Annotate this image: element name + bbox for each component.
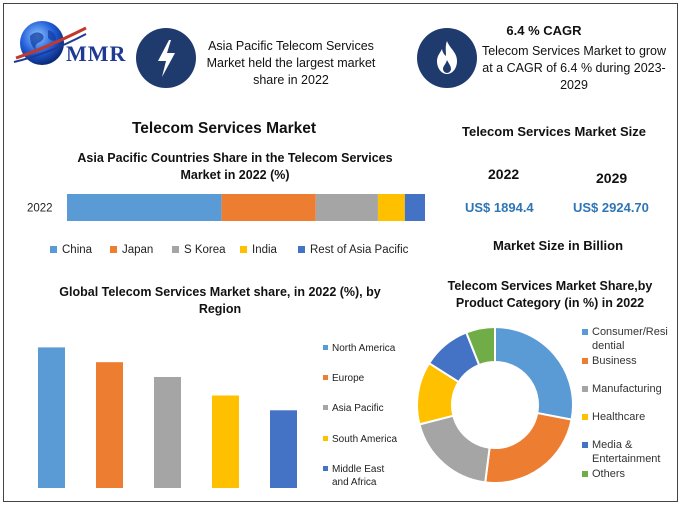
region-bar <box>38 347 65 488</box>
size-value-2029: US$ 2924.70 <box>573 200 649 215</box>
logo-text: MMR <box>66 41 127 66</box>
legend-label: Europe <box>332 373 365 384</box>
legend-swatch <box>298 246 305 254</box>
cagr-text: Telecom Services Market to grow at a CAG… <box>481 44 667 92</box>
region-legend-item: Europe <box>323 372 403 385</box>
cagr-title: 6.4 % CAGR <box>506 23 582 38</box>
legend-item: China <box>50 244 92 256</box>
donut-legend-item: Media & Entertainment <box>582 438 674 466</box>
legend-item: S Korea <box>172 244 226 256</box>
size-year-2022: 2022 <box>488 166 520 182</box>
region-chart-title: Global Telecom Services Market share, in… <box>59 285 381 316</box>
bar-segment <box>67 194 222 221</box>
legend-label: Others <box>592 468 626 480</box>
legend-label: Asia Pacific <box>332 403 384 414</box>
lightning-icon <box>136 28 196 88</box>
donut-slice <box>494 325 574 421</box>
region-bar <box>154 377 181 488</box>
stacked-bar-chart: 2022 <box>27 194 425 221</box>
donut-legend-item: Others <box>582 467 674 481</box>
legend-label: Manufacturing <box>592 383 662 395</box>
bar-segment <box>404 194 425 221</box>
donut-legend-item: Manufacturing <box>582 382 674 396</box>
mmr-logo: MMR <box>12 18 127 73</box>
legend-item: India <box>240 244 277 256</box>
legend-item: Rest of Asia Pacific <box>298 244 408 256</box>
legend-swatch <box>582 358 588 364</box>
region-bar-chart <box>38 347 297 488</box>
donut-slice <box>464 325 496 367</box>
market-size-caption: Market Size in Billion <box>492 238 624 253</box>
donut-slice <box>484 411 573 484</box>
globe-icon <box>13 21 87 65</box>
legend-swatch <box>582 329 588 335</box>
donut-legend-item: Consumer/Resi dential <box>582 325 674 353</box>
legend-label: North America <box>332 343 396 354</box>
size-year-2029: 2029 <box>596 170 628 186</box>
legend-swatch <box>323 345 328 350</box>
legend-swatch <box>50 246 57 254</box>
legend-label: S Korea <box>184 244 226 256</box>
legend-label: Business <box>592 355 637 367</box>
size-value-2022: US$ 1894.4 <box>465 200 534 215</box>
legend-swatch <box>323 405 328 410</box>
asia-pacific-highlight-text: Asia Pacific Telecom Services Market hel… <box>206 39 376 87</box>
legend-label: Middle East and Africa <box>332 464 385 488</box>
legend-swatch <box>110 246 117 254</box>
category-donut-chart <box>416 325 574 484</box>
legend-label: Healthcare <box>592 411 646 423</box>
bar-segment <box>221 194 316 221</box>
legend-label: Rest of Asia Pacific <box>310 244 409 256</box>
donut-slice <box>418 414 491 484</box>
region-legend-item: Middle East and Africa <box>323 463 403 489</box>
region-bar <box>270 410 297 488</box>
legend-label: Consumer/Resi dential <box>592 326 668 352</box>
category-label: 2022 <box>27 203 53 215</box>
bar-segment <box>377 194 405 221</box>
donut-legend-item: Business <box>582 354 674 368</box>
legend-label: China <box>62 244 93 256</box>
region-bar <box>96 362 123 488</box>
legend-swatch <box>582 414 588 420</box>
market-size-title: Telecom Services Market Size <box>461 124 647 139</box>
legend-label: South America <box>332 434 398 445</box>
flame-icon <box>417 28 477 88</box>
legend-swatch <box>582 386 588 392</box>
legend-swatch <box>582 471 588 477</box>
legend-swatch <box>323 466 328 471</box>
infographic-frame <box>3 3 678 502</box>
legend-swatch <box>323 375 328 380</box>
legend-item: Japan <box>110 244 153 256</box>
legend-label: Media & Entertainment <box>592 439 661 465</box>
legend-swatch <box>172 246 179 254</box>
stacked-chart-title: Asia Pacific Countries Share in the Tele… <box>77 151 393 182</box>
legend-label: India <box>252 244 277 256</box>
main-title: Telecom Services Market <box>131 120 317 137</box>
legend-label: Japan <box>122 244 154 256</box>
legend-swatch <box>582 442 588 448</box>
donut-legend-item: Healthcare <box>582 410 674 424</box>
legend-swatch <box>323 436 328 441</box>
region-legend-item: North America <box>323 342 403 355</box>
region-legend-item: South America <box>323 433 403 446</box>
region-legend-item: Asia Pacific <box>323 402 403 415</box>
donut-chart-title: Telecom Services Market Share,by Product… <box>447 279 653 310</box>
legend-swatch <box>240 246 247 254</box>
bar-segment <box>315 194 378 221</box>
region-bar <box>212 395 239 488</box>
